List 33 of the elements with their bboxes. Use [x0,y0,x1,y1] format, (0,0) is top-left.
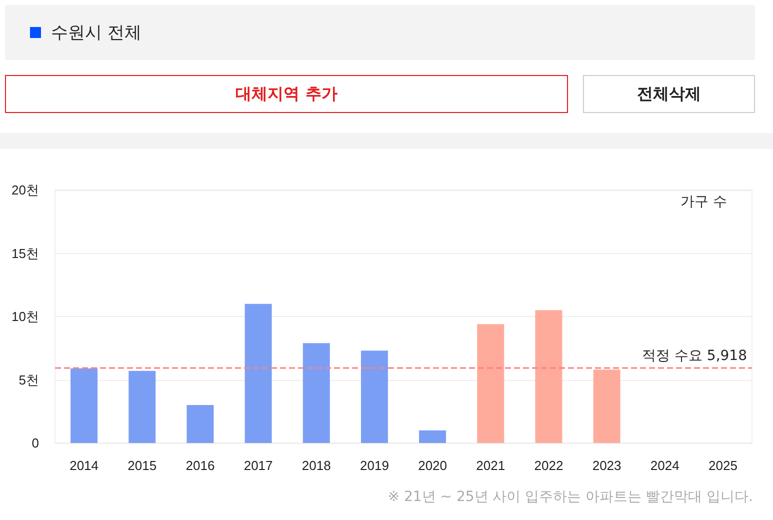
bar [128,370,156,443]
x-tick-label: 2022 [534,458,564,473]
ref-line-label: 적정 수요 5,918 [642,348,747,364]
bar [419,430,446,443]
x-tick-label: 2024 [650,458,680,473]
y-tick-label: 10천 [12,309,39,324]
x-tick-label: 2025 [708,458,738,473]
x-tick-label: 2015 [128,458,157,473]
x-tick-label: 2023 [592,458,622,473]
bar [244,304,272,443]
y-tick-label: 5천 [18,372,39,388]
y-tick-label: 15천 [12,246,39,261]
bar [70,368,98,443]
x-tick-label: 2017 [244,458,273,473]
text: 전체삭제 [583,75,755,113]
bar [360,350,388,443]
bar [302,343,330,443]
y-tick-label: 0 [32,436,39,450]
bar [593,370,620,443]
text: 수원시 전체 [51,22,142,44]
bar [477,324,504,443]
x-tick-label: 2019 [360,458,389,473]
y-axis-title: 가구 수 [680,194,728,210]
x-tick-label: 2020 [418,458,448,473]
x-tick-label: 2016 [186,458,215,473]
y-tick-label: 20천 [12,182,39,198]
bar [535,310,562,443]
bar [186,405,214,443]
x-tick-label: 2014 [70,458,99,473]
text: 대체지역 추가 [5,75,568,113]
x-tick-label: 2018 [302,458,331,473]
x-tick-label: 2021 [476,458,506,473]
text: ※ 21년 ~ 25년 사이 입주하는 아파트는 빨간막대 입니다. [388,488,753,506]
